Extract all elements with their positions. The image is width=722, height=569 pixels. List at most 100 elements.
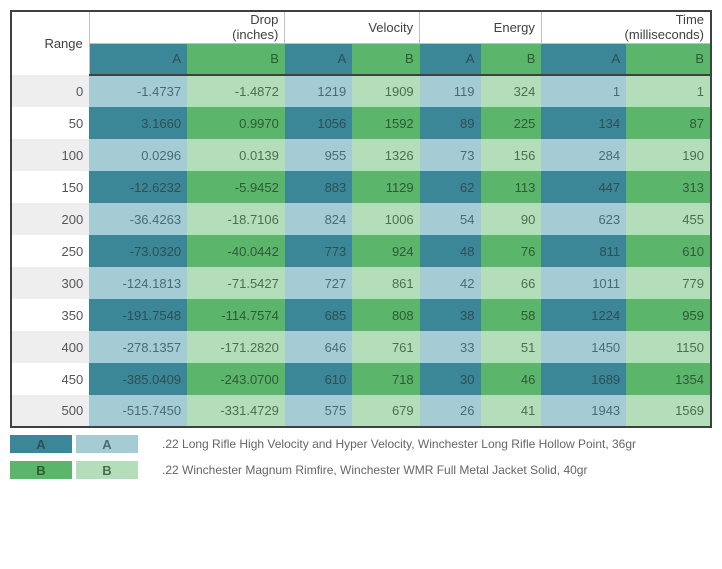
cell-en-a: 42	[420, 267, 481, 299]
cell-en-b: 225	[481, 107, 542, 139]
cell-time-b: 1	[626, 75, 711, 107]
cell-time-b: 959	[626, 299, 711, 331]
cell-time-b: 610	[626, 235, 711, 267]
legend-text-a: .22 Long Rifle High Velocity and Hyper V…	[162, 437, 636, 451]
cell-en-a: 26	[420, 395, 481, 427]
table-row: 0-1.4737-1.48721219190911932411	[11, 75, 711, 107]
cell-vel-b: 679	[352, 395, 419, 427]
col-group-time: Time (milliseconds)	[541, 11, 711, 43]
cell-range: 350	[11, 299, 89, 331]
cell-vel-b: 1909	[352, 75, 419, 107]
cell-vel-a: 1219	[285, 75, 352, 107]
cell-time-a: 623	[541, 203, 626, 235]
cell-en-a: 89	[420, 107, 481, 139]
cell-drop-a: -191.7548	[89, 299, 187, 331]
cell-en-a: 54	[420, 203, 481, 235]
cell-drop-a: -73.0320	[89, 235, 187, 267]
cell-en-a: 38	[420, 299, 481, 331]
cell-time-a: 284	[541, 139, 626, 171]
cell-range: 100	[11, 139, 89, 171]
cell-vel-a: 773	[285, 235, 352, 267]
cell-range: 500	[11, 395, 89, 427]
cell-en-a: 73	[420, 139, 481, 171]
cell-vel-b: 1326	[352, 139, 419, 171]
cell-drop-b: -171.2820	[187, 331, 285, 363]
cell-vel-a: 575	[285, 395, 352, 427]
cell-en-b: 156	[481, 139, 542, 171]
cell-drop-a: -385.0409	[89, 363, 187, 395]
cell-vel-a: 727	[285, 267, 352, 299]
cell-range: 450	[11, 363, 89, 395]
sub-en-a: A	[420, 43, 481, 75]
legend-swatch-b-light: B	[76, 461, 138, 479]
cell-drop-a: -515.7450	[89, 395, 187, 427]
col-group-velocity: Velocity	[285, 11, 420, 43]
legend-swatch-b-dark: B	[10, 461, 72, 479]
cell-time-a: 447	[541, 171, 626, 203]
cell-vel-a: 685	[285, 299, 352, 331]
cell-vel-b: 1592	[352, 107, 419, 139]
cell-vel-b: 924	[352, 235, 419, 267]
cell-en-b: 58	[481, 299, 542, 331]
cell-time-a: 1224	[541, 299, 626, 331]
cell-en-a: 30	[420, 363, 481, 395]
header-sub-row: A B A B A B A B	[11, 43, 711, 75]
cell-en-b: 76	[481, 235, 542, 267]
table-row: 400-278.1357-171.2820646761335114501150	[11, 331, 711, 363]
cell-vel-b: 1006	[352, 203, 419, 235]
table-row: 350-191.7548-114.757468580838581224959	[11, 299, 711, 331]
cell-drop-b: 0.0139	[187, 139, 285, 171]
cell-vel-b: 1129	[352, 171, 419, 203]
cell-en-a: 33	[420, 331, 481, 363]
cell-vel-a: 1056	[285, 107, 352, 139]
cell-time-b: 87	[626, 107, 711, 139]
cell-time-a: 1450	[541, 331, 626, 363]
table-row: 503.16600.9970105615928922513487	[11, 107, 711, 139]
cell-vel-a: 646	[285, 331, 352, 363]
table-row: 450-385.0409-243.0700610718304616891354	[11, 363, 711, 395]
cell-drop-b: 0.9970	[187, 107, 285, 139]
cell-drop-b: -331.4729	[187, 395, 285, 427]
cell-vel-b: 761	[352, 331, 419, 363]
legend-row-a: A A .22 Long Rifle High Velocity and Hyp…	[10, 434, 712, 454]
cell-en-b: 51	[481, 331, 542, 363]
table-body: 0-1.4737-1.48721219190911932411503.16600…	[11, 75, 711, 427]
table-header: Range Drop (inches) Velocity Energy Time…	[11, 11, 711, 75]
cell-time-a: 1943	[541, 395, 626, 427]
cell-time-b: 779	[626, 267, 711, 299]
table-row: 300-124.1813-71.542772786142661011779	[11, 267, 711, 299]
cell-en-b: 41	[481, 395, 542, 427]
cell-en-b: 324	[481, 75, 542, 107]
col-range: Range	[11, 11, 89, 75]
sub-en-b: B	[481, 43, 542, 75]
table-row: 200-36.4263-18.710682410065490623455	[11, 203, 711, 235]
cell-time-a: 1011	[541, 267, 626, 299]
table-row: 250-73.0320-40.04427739244876811610	[11, 235, 711, 267]
cell-drop-b: -18.7106	[187, 203, 285, 235]
cell-time-b: 190	[626, 139, 711, 171]
sub-drop-a: A	[89, 43, 187, 75]
cell-time-b: 1569	[626, 395, 711, 427]
cell-vel-b: 718	[352, 363, 419, 395]
cell-en-b: 66	[481, 267, 542, 299]
cell-vel-b: 808	[352, 299, 419, 331]
cell-en-b: 90	[481, 203, 542, 235]
cell-en-b: 113	[481, 171, 542, 203]
cell-en-a: 62	[420, 171, 481, 203]
sub-drop-b: B	[187, 43, 285, 75]
cell-vel-a: 610	[285, 363, 352, 395]
table-row: 500-515.7450-331.4729575679264119431569	[11, 395, 711, 427]
cell-drop-b: -40.0442	[187, 235, 285, 267]
legend-swatch-a-dark: A	[10, 435, 72, 453]
cell-range: 0	[11, 75, 89, 107]
cell-time-a: 811	[541, 235, 626, 267]
cell-drop-a: -36.4263	[89, 203, 187, 235]
cell-time-a: 134	[541, 107, 626, 139]
legend-row-b: B B .22 Winchester Magnum Rimfire, Winch…	[10, 460, 712, 480]
col-group-energy: Energy	[420, 11, 542, 43]
cell-drop-b: -5.9452	[187, 171, 285, 203]
cell-drop-b: -243.0700	[187, 363, 285, 395]
cell-drop-a: 0.0296	[89, 139, 187, 171]
cell-drop-b: -114.7574	[187, 299, 285, 331]
cell-time-b: 1150	[626, 331, 711, 363]
